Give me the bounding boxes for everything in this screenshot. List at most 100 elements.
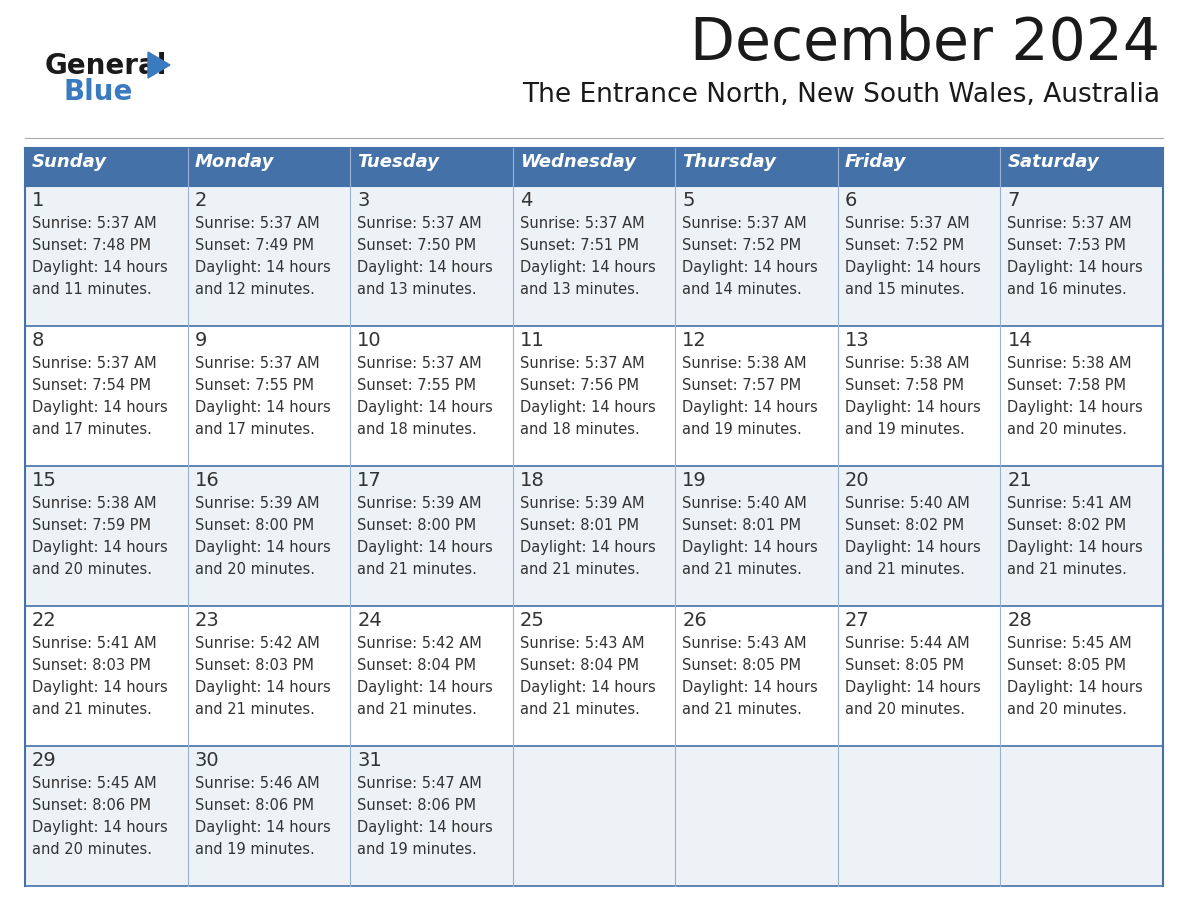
Bar bbox=[350, 466, 513, 606]
Text: Sunrise: 5:37 AM: Sunrise: 5:37 AM bbox=[32, 216, 157, 231]
Text: 14: 14 bbox=[1007, 331, 1032, 350]
Text: Sunrise: 5:37 AM: Sunrise: 5:37 AM bbox=[358, 216, 482, 231]
Text: Sunrise: 5:37 AM: Sunrise: 5:37 AM bbox=[519, 356, 644, 371]
Bar bbox=[1000, 746, 1163, 886]
Bar bbox=[513, 186, 675, 326]
Text: Sunrise: 5:45 AM: Sunrise: 5:45 AM bbox=[1007, 636, 1132, 651]
Bar bbox=[838, 466, 1000, 606]
Text: 9: 9 bbox=[195, 331, 207, 350]
Bar bbox=[1000, 606, 1163, 746]
Text: Sunrise: 5:37 AM: Sunrise: 5:37 AM bbox=[1007, 216, 1132, 231]
Text: Sunrise: 5:38 AM: Sunrise: 5:38 AM bbox=[845, 356, 969, 371]
Text: Daylight: 14 hours: Daylight: 14 hours bbox=[195, 400, 330, 415]
Text: Daylight: 14 hours: Daylight: 14 hours bbox=[519, 680, 656, 695]
Text: Sunrise: 5:43 AM: Sunrise: 5:43 AM bbox=[682, 636, 807, 651]
Bar bbox=[188, 746, 350, 886]
Text: Sunset: 8:03 PM: Sunset: 8:03 PM bbox=[32, 658, 151, 673]
Text: 6: 6 bbox=[845, 191, 858, 210]
Text: 21: 21 bbox=[1007, 471, 1032, 490]
Bar bbox=[350, 326, 513, 466]
Bar bbox=[350, 606, 513, 746]
Text: Daylight: 14 hours: Daylight: 14 hours bbox=[682, 680, 819, 695]
Text: and 17 minutes.: and 17 minutes. bbox=[195, 422, 315, 437]
Text: 1: 1 bbox=[32, 191, 44, 210]
Text: Daylight: 14 hours: Daylight: 14 hours bbox=[358, 540, 493, 555]
Text: Sunrise: 5:37 AM: Sunrise: 5:37 AM bbox=[845, 216, 969, 231]
Text: 5: 5 bbox=[682, 191, 695, 210]
Text: Sunrise: 5:41 AM: Sunrise: 5:41 AM bbox=[32, 636, 157, 651]
Bar bbox=[25, 466, 188, 606]
Text: Daylight: 14 hours: Daylight: 14 hours bbox=[195, 680, 330, 695]
Text: Sunrise: 5:46 AM: Sunrise: 5:46 AM bbox=[195, 776, 320, 791]
Bar bbox=[25, 746, 188, 886]
Text: Thursday: Thursday bbox=[682, 153, 776, 171]
Bar bbox=[838, 606, 1000, 746]
Text: 22: 22 bbox=[32, 611, 57, 630]
Bar bbox=[675, 326, 838, 466]
Text: Sunset: 7:51 PM: Sunset: 7:51 PM bbox=[519, 238, 639, 253]
Text: and 20 minutes.: and 20 minutes. bbox=[1007, 422, 1127, 437]
Text: 16: 16 bbox=[195, 471, 220, 490]
Text: 25: 25 bbox=[519, 611, 544, 630]
Text: Sunset: 7:57 PM: Sunset: 7:57 PM bbox=[682, 378, 802, 393]
Text: Sunrise: 5:39 AM: Sunrise: 5:39 AM bbox=[519, 496, 644, 511]
Bar bbox=[1000, 466, 1163, 606]
Text: Sunrise: 5:37 AM: Sunrise: 5:37 AM bbox=[519, 216, 644, 231]
Text: Sunrise: 5:43 AM: Sunrise: 5:43 AM bbox=[519, 636, 644, 651]
Text: and 13 minutes.: and 13 minutes. bbox=[519, 282, 639, 297]
Text: and 21 minutes.: and 21 minutes. bbox=[358, 702, 478, 717]
Text: and 21 minutes.: and 21 minutes. bbox=[358, 562, 478, 577]
Text: and 18 minutes.: and 18 minutes. bbox=[519, 422, 639, 437]
Text: Daylight: 14 hours: Daylight: 14 hours bbox=[358, 260, 493, 275]
Text: and 21 minutes.: and 21 minutes. bbox=[682, 702, 802, 717]
Text: Daylight: 14 hours: Daylight: 14 hours bbox=[358, 680, 493, 695]
Text: December 2024: December 2024 bbox=[690, 15, 1159, 72]
Text: Sunset: 8:01 PM: Sunset: 8:01 PM bbox=[519, 518, 639, 533]
Text: Daylight: 14 hours: Daylight: 14 hours bbox=[519, 260, 656, 275]
Text: Sunrise: 5:37 AM: Sunrise: 5:37 AM bbox=[358, 356, 482, 371]
Text: 2: 2 bbox=[195, 191, 207, 210]
Text: Sunrise: 5:39 AM: Sunrise: 5:39 AM bbox=[358, 496, 481, 511]
Text: Sunrise: 5:37 AM: Sunrise: 5:37 AM bbox=[682, 216, 807, 231]
Text: General: General bbox=[45, 52, 168, 80]
Text: Sunset: 7:53 PM: Sunset: 7:53 PM bbox=[1007, 238, 1126, 253]
Bar bbox=[838, 746, 1000, 886]
Text: Sunrise: 5:37 AM: Sunrise: 5:37 AM bbox=[195, 216, 320, 231]
Text: 23: 23 bbox=[195, 611, 220, 630]
Text: Sunset: 7:52 PM: Sunset: 7:52 PM bbox=[682, 238, 802, 253]
Text: 29: 29 bbox=[32, 751, 57, 770]
Text: and 12 minutes.: and 12 minutes. bbox=[195, 282, 315, 297]
Bar bbox=[188, 186, 350, 326]
Bar bbox=[838, 186, 1000, 326]
Text: and 15 minutes.: and 15 minutes. bbox=[845, 282, 965, 297]
Text: Sunset: 7:49 PM: Sunset: 7:49 PM bbox=[195, 238, 314, 253]
Text: Sunset: 7:59 PM: Sunset: 7:59 PM bbox=[32, 518, 151, 533]
Text: 19: 19 bbox=[682, 471, 707, 490]
Text: Sunset: 8:05 PM: Sunset: 8:05 PM bbox=[682, 658, 801, 673]
Text: Wednesday: Wednesday bbox=[519, 153, 636, 171]
Text: and 20 minutes.: and 20 minutes. bbox=[1007, 702, 1127, 717]
Text: and 14 minutes.: and 14 minutes. bbox=[682, 282, 802, 297]
Text: Sunset: 8:03 PM: Sunset: 8:03 PM bbox=[195, 658, 314, 673]
Text: and 20 minutes.: and 20 minutes. bbox=[32, 562, 152, 577]
Text: and 16 minutes.: and 16 minutes. bbox=[1007, 282, 1127, 297]
Text: and 13 minutes.: and 13 minutes. bbox=[358, 282, 476, 297]
Bar bbox=[675, 466, 838, 606]
Text: and 21 minutes.: and 21 minutes. bbox=[519, 562, 639, 577]
Text: Daylight: 14 hours: Daylight: 14 hours bbox=[682, 260, 819, 275]
Text: Sunrise: 5:37 AM: Sunrise: 5:37 AM bbox=[195, 356, 320, 371]
Text: and 21 minutes.: and 21 minutes. bbox=[32, 702, 152, 717]
Bar bbox=[188, 326, 350, 466]
Text: Daylight: 14 hours: Daylight: 14 hours bbox=[845, 680, 980, 695]
Text: The Entrance North, New South Wales, Australia: The Entrance North, New South Wales, Aus… bbox=[522, 82, 1159, 108]
Text: Daylight: 14 hours: Daylight: 14 hours bbox=[1007, 540, 1143, 555]
Text: Sunrise: 5:45 AM: Sunrise: 5:45 AM bbox=[32, 776, 157, 791]
Text: Sunset: 8:05 PM: Sunset: 8:05 PM bbox=[1007, 658, 1126, 673]
Text: Sunset: 8:04 PM: Sunset: 8:04 PM bbox=[358, 658, 476, 673]
Text: Sunrise: 5:38 AM: Sunrise: 5:38 AM bbox=[1007, 356, 1132, 371]
Text: Sunset: 7:50 PM: Sunset: 7:50 PM bbox=[358, 238, 476, 253]
Text: Saturday: Saturday bbox=[1007, 153, 1099, 171]
Text: Daylight: 14 hours: Daylight: 14 hours bbox=[845, 260, 980, 275]
Text: Sunrise: 5:44 AM: Sunrise: 5:44 AM bbox=[845, 636, 969, 651]
Text: Sunset: 7:58 PM: Sunset: 7:58 PM bbox=[845, 378, 963, 393]
